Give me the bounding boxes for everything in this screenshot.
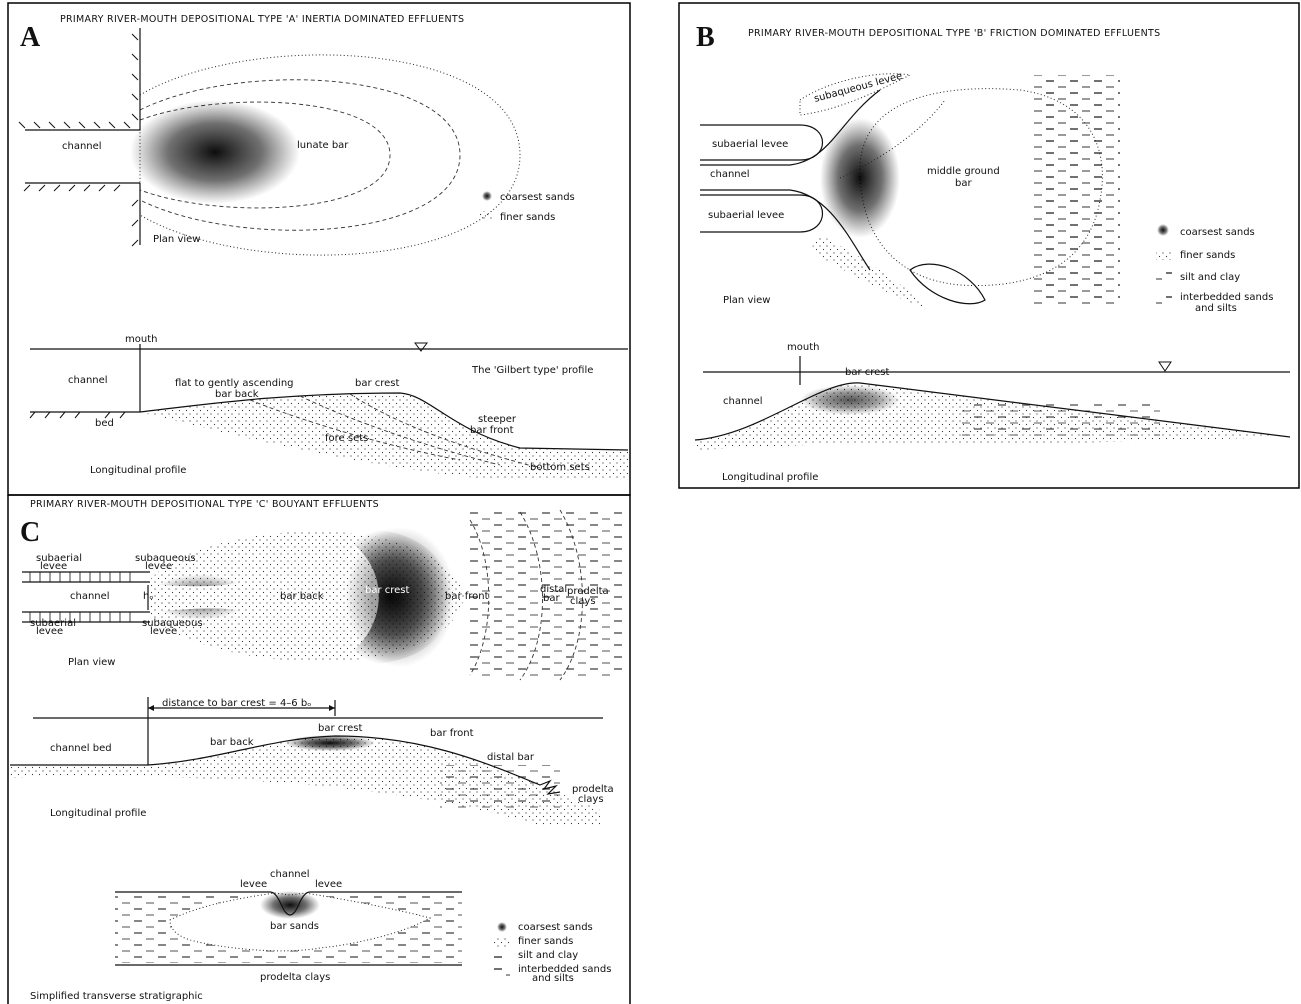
label: bar back bbox=[210, 737, 254, 748]
label: fore sets bbox=[325, 433, 368, 444]
label: levee bbox=[315, 879, 342, 890]
label: levee bbox=[240, 879, 267, 890]
legend-label: finer sands bbox=[1180, 250, 1235, 261]
legend-label: finer sands bbox=[500, 212, 555, 223]
label: bar crest bbox=[365, 585, 410, 596]
label: bar front bbox=[430, 728, 474, 739]
legend-label: and silts bbox=[1195, 303, 1237, 314]
label: mouth bbox=[125, 334, 157, 345]
label: Plan view bbox=[68, 657, 115, 668]
label: channel bbox=[62, 141, 102, 152]
legend-label: coarsest sands bbox=[500, 192, 575, 203]
figure: PRIMARY RIVER-MOUTH DEPOSITIONAL TYPE 'A… bbox=[0, 0, 1301, 1004]
label: bar back bbox=[280, 591, 324, 602]
panel-letter: B bbox=[696, 22, 715, 53]
label: bar crest bbox=[845, 367, 890, 378]
label: The 'Gilbert type' profile bbox=[471, 365, 593, 376]
label: channel bbox=[70, 591, 110, 602]
label: flat to gently ascending bbox=[175, 378, 294, 389]
panel-letter: A bbox=[20, 22, 41, 53]
panel-title: PRIMARY RIVER-MOUTH DEPOSITIONAL TYPE 'C… bbox=[30, 499, 379, 510]
label: levee bbox=[150, 626, 177, 637]
label: subaerial levee bbox=[712, 139, 788, 150]
label: bottom sets bbox=[530, 462, 590, 473]
label: channel bbox=[270, 869, 310, 880]
label: mouth bbox=[787, 342, 819, 353]
legend-label: silt and clay bbox=[518, 950, 578, 961]
label: lunate bar bbox=[297, 140, 349, 151]
page: {"panel_a": {"letter": "A", "title": "PR… bbox=[0, 0, 1301, 1004]
label: channel bed bbox=[50, 743, 112, 754]
label: channel bbox=[710, 169, 750, 180]
label: bar bbox=[543, 593, 560, 604]
label: levee bbox=[145, 561, 172, 572]
legend-label: finer sands bbox=[518, 936, 573, 947]
label: middle ground bbox=[927, 166, 1000, 177]
label: Longitudinal profile bbox=[722, 472, 818, 483]
label: Plan view bbox=[153, 234, 200, 245]
legend-label: silt and clay bbox=[1180, 272, 1240, 283]
panel-title: PRIMARY RIVER-MOUTH DEPOSITIONAL TYPE 'A… bbox=[60, 14, 464, 25]
label: Longitudinal profile bbox=[90, 465, 186, 476]
label: Longitudinal profile bbox=[50, 808, 146, 819]
legend-label: interbedded sands bbox=[1180, 292, 1273, 303]
panel-c: PRIMARY RIVER-MOUTH DEPOSITIONAL TYPE 'C… bbox=[8, 495, 630, 1004]
label: clays bbox=[570, 596, 596, 607]
label: hₒ bbox=[143, 591, 153, 602]
label: bar bbox=[955, 178, 972, 189]
label: bed bbox=[95, 418, 114, 429]
label: bar sands bbox=[270, 921, 319, 932]
label: bar front bbox=[445, 591, 489, 602]
legend-label: coarsest sands bbox=[518, 922, 593, 933]
label: levee bbox=[40, 561, 67, 572]
label: distance to bar crest = 4–6 bₒ bbox=[162, 698, 311, 709]
panel-title: PRIMARY RIVER-MOUTH DEPOSITIONAL TYPE 'B… bbox=[748, 28, 1160, 39]
label: channel bbox=[723, 396, 763, 407]
label: bar crest bbox=[355, 378, 400, 389]
label: Plan view bbox=[723, 295, 770, 306]
legend-label: coarsest sands bbox=[1180, 227, 1255, 238]
label: bar front bbox=[470, 425, 514, 436]
label: subaqueous levee bbox=[813, 71, 904, 105]
label: clays bbox=[578, 794, 604, 805]
label: subaerial levee bbox=[708, 210, 784, 221]
label: distal bar bbox=[487, 752, 535, 763]
label: channel bbox=[68, 375, 108, 386]
panel-a: PRIMARY RIVER-MOUTH DEPOSITIONAL TYPE 'A… bbox=[8, 3, 630, 495]
label: prodelta clays bbox=[260, 972, 330, 983]
label: bar back bbox=[215, 389, 259, 400]
label: bar crest bbox=[318, 723, 363, 734]
legend-label: and silts bbox=[532, 973, 574, 984]
panel-letter: C bbox=[20, 517, 40, 548]
panel-b: PRIMARY RIVER-MOUTH DEPOSITIONAL TYPE 'B… bbox=[679, 3, 1299, 488]
label: levee bbox=[36, 626, 63, 637]
label: Simplified transverse stratigraphic bbox=[30, 991, 203, 1002]
label: steeper bbox=[478, 414, 517, 425]
